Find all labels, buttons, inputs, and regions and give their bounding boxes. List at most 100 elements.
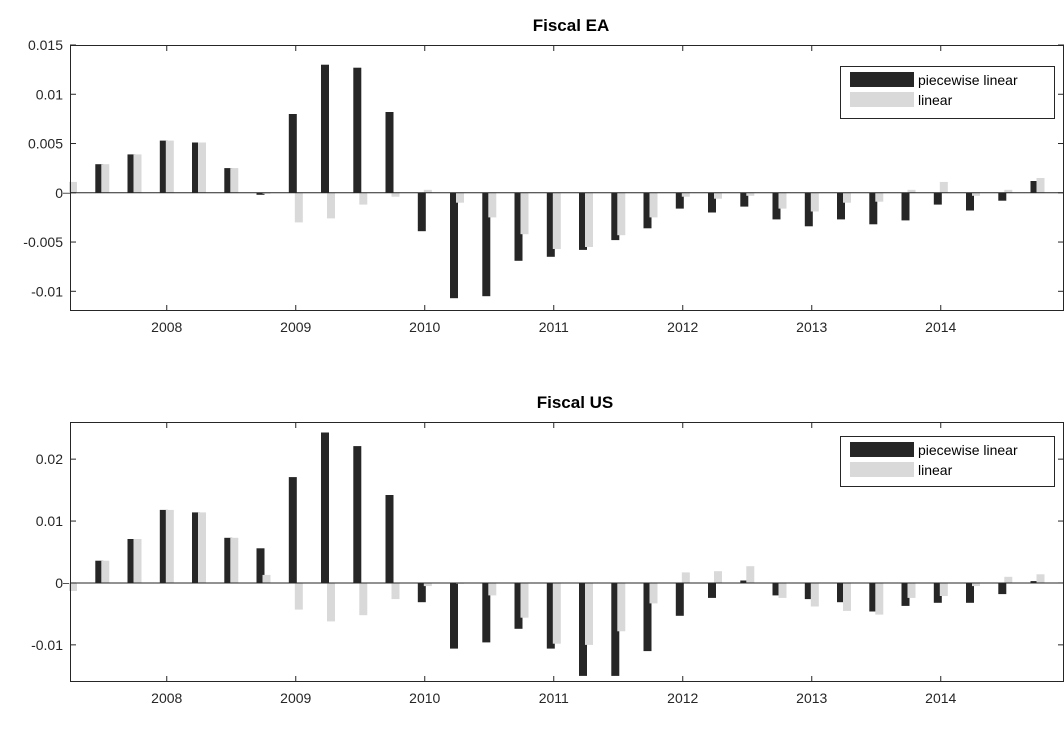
bar (63, 192, 71, 194)
bar (933, 192, 942, 205)
bar (933, 583, 942, 603)
y-tick-label: -0.005 (23, 234, 63, 250)
x-tick-label: 2014 (925, 319, 956, 335)
bar (869, 192, 878, 225)
bar (998, 583, 1007, 595)
bar (552, 583, 561, 644)
bar (95, 560, 104, 583)
bar (488, 583, 497, 596)
bar (585, 192, 593, 247)
bar (585, 583, 593, 645)
bar (359, 192, 368, 205)
bar (972, 583, 980, 587)
bar (165, 140, 174, 193)
bar (649, 583, 658, 604)
bar (804, 192, 813, 227)
bar (1030, 181, 1039, 193)
bar (133, 154, 142, 193)
chart-title: Fiscal EA (533, 16, 610, 35)
bar (939, 181, 948, 193)
x-tick-label: 2009 (280, 319, 311, 335)
bar (617, 583, 626, 632)
legend: piecewise linear linear (840, 66, 1055, 119)
bar (966, 192, 974, 211)
bar (778, 192, 787, 209)
bar (1036, 178, 1045, 193)
bar (681, 572, 690, 583)
bar (488, 192, 497, 218)
bar (456, 192, 464, 203)
bar (907, 583, 916, 598)
bar (939, 583, 948, 596)
bar (579, 583, 587, 676)
bar (198, 142, 206, 193)
bar (224, 168, 233, 193)
legend-swatch (850, 462, 914, 477)
y-tick-label: 0 (55, 575, 63, 591)
bar (837, 192, 845, 220)
legend-label: piecewise linear (918, 442, 1018, 458)
y-tick-label: 0 (55, 185, 63, 201)
bar (159, 509, 168, 583)
bar (643, 192, 652, 229)
bar (740, 580, 749, 583)
bar (1004, 576, 1013, 583)
legend-swatch (850, 72, 914, 87)
series-linear (69, 140, 1045, 249)
bar (327, 192, 335, 219)
x-tick-label: 2009 (280, 690, 311, 706)
bar (520, 192, 529, 235)
bar (810, 192, 819, 212)
x-tick-label: 2014 (925, 690, 956, 706)
series-piecewise-linear (63, 432, 1039, 676)
bar (611, 583, 620, 676)
x-tick-label: 2012 (667, 319, 698, 335)
bar (385, 112, 394, 193)
bar (95, 164, 104, 193)
bar (746, 566, 755, 583)
bar (772, 583, 781, 596)
bar (288, 114, 297, 193)
bar (192, 512, 200, 583)
bar (482, 583, 491, 643)
bar (514, 192, 523, 261)
bar (520, 583, 529, 618)
y-tick-label: -0.01 (31, 637, 63, 653)
bar (198, 512, 206, 583)
bar (810, 583, 819, 607)
bar (998, 192, 1007, 201)
bar (385, 495, 394, 583)
x-tick-label: 2013 (796, 690, 827, 706)
bar (643, 583, 652, 652)
bar (746, 192, 755, 196)
y-tick-label: 0.015 (28, 37, 63, 53)
bar (133, 539, 142, 583)
bar (843, 192, 851, 203)
legend-label: linear (918, 462, 953, 478)
bar (69, 181, 77, 193)
bar (972, 192, 980, 196)
x-tick-label: 2010 (409, 690, 440, 706)
bar (740, 192, 749, 207)
y-tick-label: 0.01 (36, 86, 63, 102)
bar (843, 583, 851, 611)
bar (391, 192, 400, 197)
bar (675, 192, 684, 209)
bar (778, 583, 787, 598)
bar (262, 192, 271, 194)
bar (101, 560, 110, 583)
bar (262, 574, 271, 583)
series-piecewise-linear (63, 64, 1039, 299)
bar (256, 548, 265, 583)
y-tick-label: 0.005 (28, 136, 63, 152)
legend-label: linear (918, 92, 953, 108)
bar (875, 192, 884, 202)
legend-swatch (850, 442, 914, 457)
bar (288, 477, 297, 583)
bar (353, 67, 362, 193)
bar (321, 64, 329, 193)
bar (417, 583, 426, 603)
bar (224, 537, 233, 583)
bar (617, 192, 626, 236)
